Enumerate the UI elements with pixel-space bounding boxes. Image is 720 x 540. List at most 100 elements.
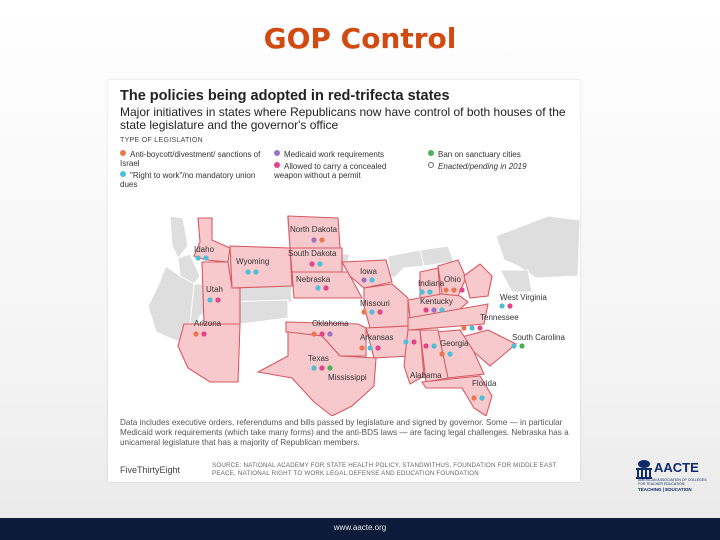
- state-label-georgia: Georgia: [440, 339, 469, 348]
- graphic-title: The policies being adopted in red-trifec…: [120, 88, 450, 104]
- footnote: Data includes executive orders, referend…: [120, 418, 569, 447]
- legislation-dot: [361, 277, 367, 283]
- legislation-dot: [511, 343, 517, 349]
- legislation-dot: [403, 339, 409, 345]
- state-label-south-carolina: South Carolina: [512, 333, 565, 342]
- legislation-dot: [327, 365, 333, 371]
- legislation-dot: [459, 287, 465, 293]
- state-label-arkansas: Arkansas: [360, 333, 393, 342]
- legislation-dot: [431, 343, 437, 349]
- state-label-arizona: Arizona: [194, 319, 222, 328]
- legend-heading: TYPE OF LEGISLATION: [120, 137, 203, 144]
- pink-dot-icon: [274, 162, 280, 168]
- state-label-north-dakota: North Dakota: [290, 225, 338, 234]
- state-label-idaho: Idaho: [194, 245, 215, 254]
- orange-dot-icon: [120, 150, 126, 156]
- state-label-utah: Utah: [206, 285, 223, 294]
- legislation-dot: [375, 345, 381, 351]
- legislation-dot: [311, 237, 317, 243]
- legislation-dot: [201, 331, 207, 337]
- legislation-dot: [203, 255, 209, 261]
- us-map: North Dakota South Dakota Idaho Wyoming …: [147, 215, 580, 416]
- legislation-dot: [443, 287, 449, 293]
- state-label-indiana: Indiana: [418, 279, 445, 288]
- legislation-dot: [439, 351, 445, 357]
- state-label-alabama: Alabama: [410, 371, 442, 380]
- trifecta-states: [177, 215, 517, 416]
- legislation-dots: [193, 237, 525, 401]
- legislation-dot: [431, 307, 437, 313]
- legislation-dot: [245, 269, 251, 275]
- legislation-dot: [215, 297, 221, 303]
- legislation-dot: [369, 309, 375, 315]
- legislation-dot: [319, 237, 325, 243]
- legend-item-medicaid: Medicaid work requirements: [274, 150, 424, 159]
- legislation-dot: [423, 343, 429, 349]
- state-label-florida: Florida: [472, 379, 497, 388]
- legend-item-enacted-2019: Enacted/pending in 2019: [428, 162, 578, 171]
- state-label-missouri: Missouri: [360, 299, 390, 308]
- logo-subline: AMERICAN ASSOCIATION OF COLLEGES FOR TEA…: [638, 478, 707, 486]
- legislation-dot: [311, 365, 317, 371]
- green-dot-icon: [428, 150, 434, 156]
- purple-dot-icon: [274, 150, 280, 156]
- credit-logo: FiveThirtyEight: [120, 465, 181, 475]
- legend-item-anti-bds: Anti-boycott/divestment/ sanctions of Is…: [120, 150, 261, 168]
- legislation-dot: [423, 307, 429, 313]
- source-line: SOURCE: NATIONAL ACADEMY FOR STATE HEALT…: [212, 462, 557, 477]
- state-label-mississippi: Mississippi: [328, 373, 367, 382]
- legislation-dot: [427, 289, 433, 295]
- state-label-oklahoma: Oklahoma: [312, 319, 349, 328]
- state-label-tennessee: Tennessee: [480, 313, 519, 322]
- legislation-dot: [323, 285, 329, 291]
- legislation-dot: [461, 325, 467, 331]
- legislation-dot: [193, 331, 199, 337]
- legislation-dot: [439, 307, 445, 313]
- legislation-dot: [319, 365, 325, 371]
- hollow-dot-icon: [428, 162, 434, 168]
- legislation-dot: [327, 331, 333, 337]
- legislation-dot: [471, 395, 477, 401]
- legislation-dot: [361, 309, 367, 315]
- legislation-dot: [469, 325, 475, 331]
- legislation-dot: [411, 339, 417, 345]
- legislation-dot: [479, 395, 485, 401]
- legend-item-sanctuary: Ban on sanctuary cities: [428, 150, 578, 159]
- legislation-dot: [359, 345, 365, 351]
- legislation-dot: [447, 351, 453, 357]
- state-label-west-virginia: West Virginia: [500, 293, 547, 302]
- footer-bar: [0, 518, 720, 540]
- legislation-dot: [317, 261, 323, 267]
- legislation-dot: [451, 287, 457, 293]
- teal-dot-icon: [120, 171, 126, 177]
- aacte-logo-icon: [636, 460, 652, 479]
- legislation-dot: [477, 325, 483, 331]
- legislation-dot: [369, 277, 375, 283]
- legislation-dot: [377, 309, 383, 315]
- legislation-dot: [311, 331, 317, 337]
- state-label-wyoming: Wyoming: [236, 257, 269, 266]
- state-label-iowa: Iowa: [360, 267, 377, 276]
- state-label-south-dakota: South Dakota: [288, 249, 337, 258]
- footer-url: www.aacte.org: [333, 523, 387, 532]
- legislation-dot: [419, 289, 425, 295]
- legislation-dot: [319, 331, 325, 337]
- legislation-dot: [519, 343, 525, 349]
- legislation-dot: [195, 255, 201, 261]
- state-label-nebraska: Nebraska: [296, 275, 331, 284]
- infographic-panel: The policies being adopted in red-trifec…: [108, 80, 580, 482]
- state-label-texas: Texas: [308, 354, 329, 363]
- state-labels: North Dakota South Dakota Idaho Wyoming …: [194, 225, 565, 388]
- legislation-dot: [207, 297, 213, 303]
- logo-wordmark: AACTE: [654, 460, 699, 475]
- state-label-kentucky: Kentucky: [420, 297, 453, 306]
- legislation-dot: [507, 303, 513, 309]
- legislation-dot: [367, 345, 373, 351]
- graphic-subtitle: Major initiatives in states where Republ…: [120, 105, 566, 132]
- legislation-dot: [315, 285, 321, 291]
- logo-tagline: TEACHING | EDUCATION: [638, 487, 692, 492]
- legislation-dot: [499, 303, 505, 309]
- slide-title: GOP Control: [263, 22, 457, 55]
- legislation-dot: [309, 261, 315, 267]
- legislation-dot: [253, 269, 259, 275]
